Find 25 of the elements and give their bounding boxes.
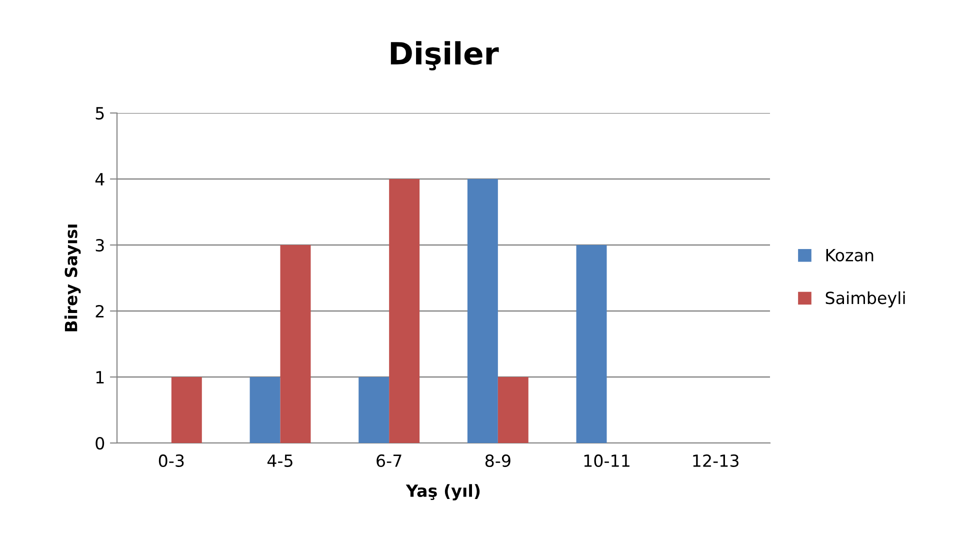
bar: [389, 179, 420, 443]
bar: [171, 377, 202, 443]
bar: [498, 377, 528, 443]
bar: [467, 179, 498, 443]
x-tick-label: 6-7: [376, 454, 402, 468]
x-tick-label: 8-9: [485, 454, 510, 468]
bar: [358, 377, 390, 443]
x-tick-label: 4-5: [267, 454, 292, 468]
y-tick-label: 2: [96, 304, 104, 318]
legend-label: Kozan: [826, 249, 874, 262]
legend-label: Saimbeyli: [826, 291, 905, 308]
x-tick-label: 0-3: [158, 454, 184, 468]
y-tick-label: 5: [96, 107, 104, 120]
x-tick-label: 10-11: [584, 454, 630, 468]
x-axis-title: Yaş (yıl): [406, 484, 480, 500]
bar: [250, 377, 280, 443]
y-tick-label: 1: [96, 371, 104, 384]
x-tick-label: 12-13: [693, 454, 738, 468]
y-tick-label: 4: [95, 173, 104, 186]
bar: [576, 245, 607, 443]
bar: [280, 245, 311, 443]
y-tick-label: 0: [96, 436, 104, 450]
y-tick-label: 3: [96, 238, 104, 252]
chart-title: Dişiler: [390, 41, 499, 70]
y-axis-title: Birey Sayısı: [64, 224, 81, 332]
